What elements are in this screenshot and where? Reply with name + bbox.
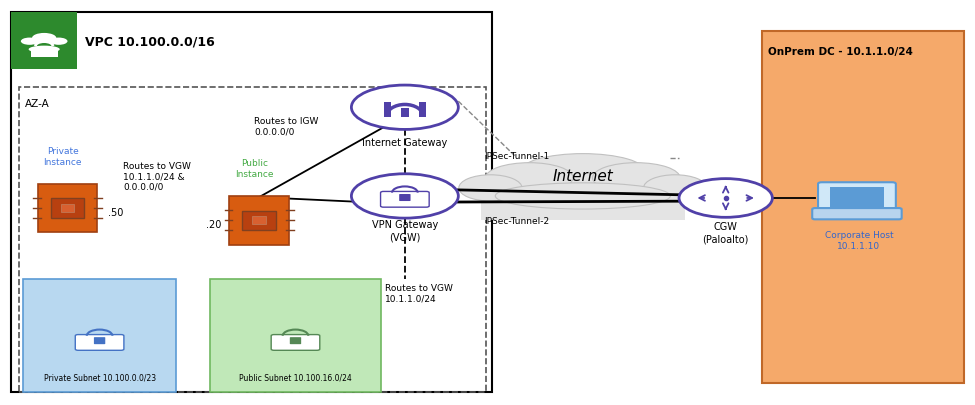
- Text: Public
Instance: Public Instance: [235, 158, 273, 178]
- Text: Routes to VGW
10.1.1.0/24: Routes to VGW 10.1.1.0/24: [385, 284, 453, 303]
- FancyBboxPatch shape: [401, 109, 409, 118]
- FancyBboxPatch shape: [380, 192, 429, 208]
- FancyBboxPatch shape: [94, 337, 105, 344]
- Ellipse shape: [50, 38, 67, 46]
- Ellipse shape: [644, 175, 707, 202]
- Text: Public Subnet 10.100.16.0/24: Public Subnet 10.100.16.0/24: [239, 373, 352, 382]
- Text: VPC 10.100.0.0/16: VPC 10.100.0.0/16: [85, 35, 214, 48]
- Ellipse shape: [520, 154, 646, 190]
- Text: OnPrem DC - 10.1.1.0/24: OnPrem DC - 10.1.1.0/24: [767, 47, 913, 57]
- Text: Corporate Host
10.1.1.10: Corporate Host 10.1.1.10: [825, 231, 893, 251]
- FancyBboxPatch shape: [11, 13, 77, 70]
- FancyBboxPatch shape: [211, 279, 380, 392]
- Text: .20: .20: [206, 220, 221, 230]
- Ellipse shape: [28, 47, 59, 54]
- FancyBboxPatch shape: [243, 211, 276, 230]
- Circle shape: [679, 179, 772, 218]
- FancyBboxPatch shape: [384, 103, 391, 118]
- Text: .50: .50: [108, 208, 124, 217]
- Text: IPSec-Tunnel-1: IPSec-Tunnel-1: [485, 152, 550, 161]
- Ellipse shape: [495, 183, 670, 209]
- FancyBboxPatch shape: [30, 49, 58, 58]
- FancyBboxPatch shape: [60, 205, 74, 213]
- FancyBboxPatch shape: [761, 32, 964, 384]
- Ellipse shape: [459, 175, 522, 202]
- FancyBboxPatch shape: [812, 209, 902, 220]
- FancyBboxPatch shape: [11, 13, 492, 392]
- Ellipse shape: [593, 163, 680, 194]
- Ellipse shape: [32, 34, 57, 44]
- Text: AZ-A: AZ-A: [24, 99, 50, 109]
- Ellipse shape: [20, 38, 38, 46]
- FancyBboxPatch shape: [290, 337, 301, 344]
- Text: CGW
(Paloalto): CGW (Paloalto): [703, 222, 749, 243]
- Text: Internet Gateway: Internet Gateway: [363, 137, 448, 147]
- Text: Routes to IGW
0.0.0.0/0: Routes to IGW 0.0.0.0/0: [254, 116, 319, 136]
- FancyBboxPatch shape: [830, 188, 884, 207]
- FancyBboxPatch shape: [271, 335, 320, 350]
- FancyBboxPatch shape: [399, 194, 410, 202]
- Circle shape: [351, 174, 458, 219]
- FancyBboxPatch shape: [419, 103, 426, 118]
- FancyBboxPatch shape: [818, 183, 896, 212]
- FancyBboxPatch shape: [22, 279, 176, 392]
- FancyBboxPatch shape: [253, 217, 265, 224]
- FancyBboxPatch shape: [481, 184, 684, 221]
- Text: IPSec-Tunnel-2: IPSec-Tunnel-2: [485, 216, 550, 225]
- FancyBboxPatch shape: [38, 184, 98, 233]
- FancyBboxPatch shape: [51, 199, 84, 218]
- Circle shape: [351, 86, 458, 130]
- Text: VPN Gateway
(VGW): VPN Gateway (VGW): [371, 220, 438, 241]
- FancyBboxPatch shape: [75, 335, 124, 350]
- Text: Internet: Internet: [553, 169, 613, 184]
- Ellipse shape: [486, 163, 573, 194]
- FancyBboxPatch shape: [229, 196, 289, 245]
- Text: Private Subnet 10.100.0.0/23: Private Subnet 10.100.0.0/23: [44, 373, 156, 382]
- Text: Routes to VGW
10.1.1.0/24 &
0.0.0.0/0: Routes to VGW 10.1.1.0/24 & 0.0.0.0/0: [123, 162, 191, 191]
- Text: Private
Instance: Private Instance: [44, 146, 82, 166]
